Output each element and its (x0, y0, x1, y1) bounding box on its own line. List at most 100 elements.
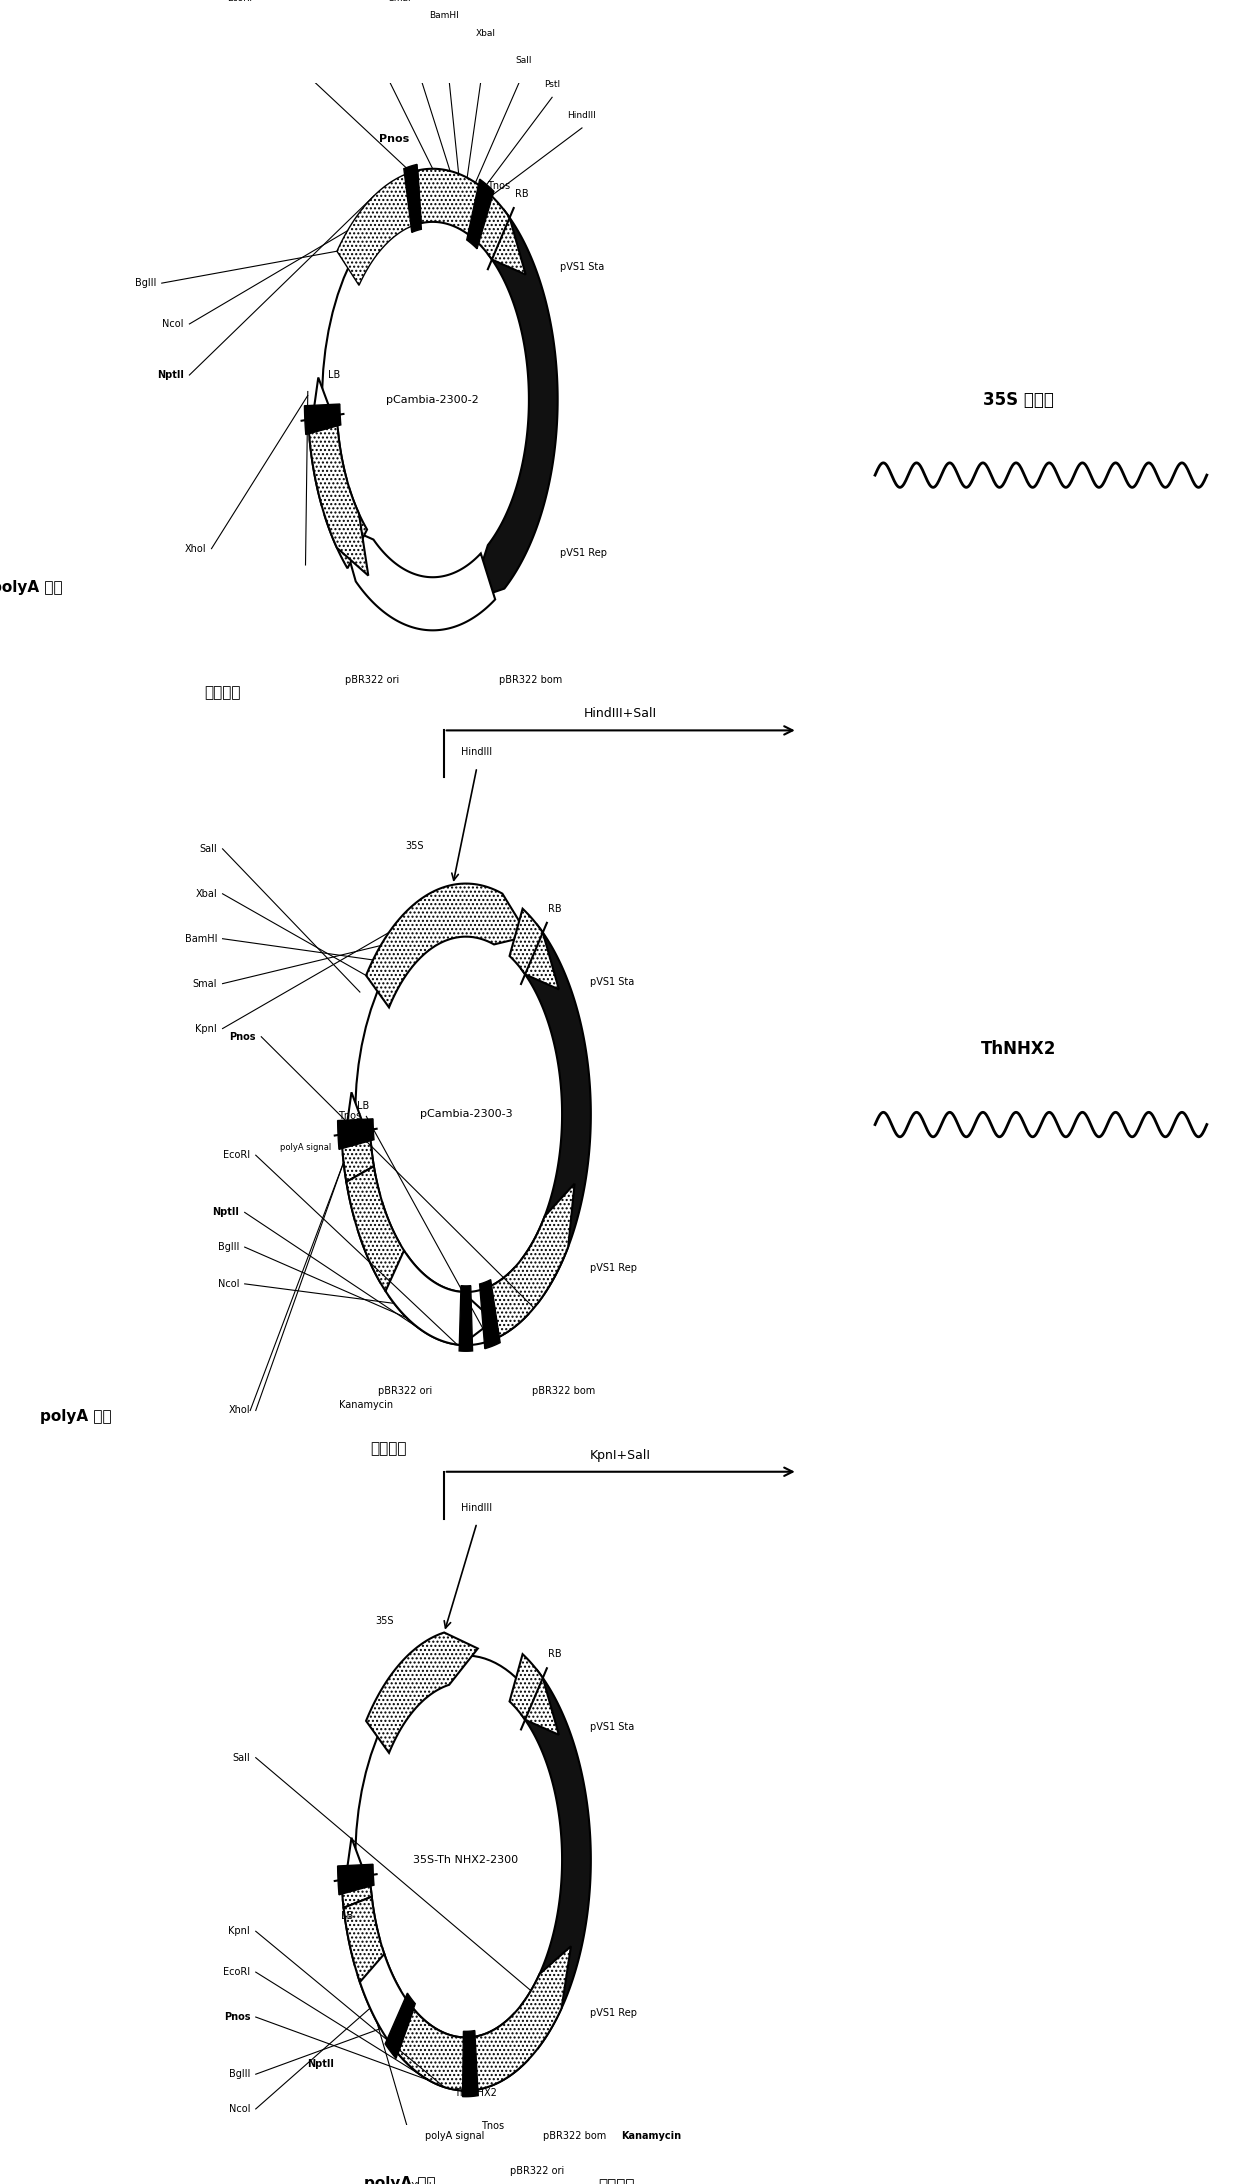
Text: Th NHX2: Th NHX2 (454, 2088, 497, 2097)
Polygon shape (510, 1653, 559, 1734)
Text: Pnos: Pnos (379, 133, 409, 144)
Text: Kanamycin: Kanamycin (340, 1400, 393, 1411)
Text: polyA 信号: polyA 信号 (363, 2175, 435, 2184)
Text: XbaI: XbaI (476, 28, 496, 37)
Polygon shape (357, 1948, 401, 2029)
Text: pVS1 Rep: pVS1 Rep (560, 548, 606, 557)
Text: SalI: SalI (232, 1754, 250, 1762)
Text: NcoI: NcoI (228, 2103, 250, 2114)
Text: 卡那霉素: 卡那霉素 (371, 1441, 407, 1457)
Polygon shape (341, 1120, 373, 1182)
Polygon shape (342, 1837, 381, 1966)
Text: XbaI: XbaI (195, 889, 217, 900)
Polygon shape (337, 175, 439, 286)
Text: EcoRI: EcoRI (223, 1151, 250, 1160)
Text: 35S: 35S (376, 1616, 394, 1627)
Text: BamHI: BamHI (429, 11, 459, 20)
Text: BamHI: BamHI (185, 935, 217, 943)
Text: KpnI: KpnI (195, 1024, 217, 1033)
Text: SmaI: SmaI (388, 0, 410, 4)
Text: Kanamycin: Kanamycin (621, 2132, 681, 2140)
Polygon shape (471, 1946, 570, 2090)
Text: EcoRI: EcoRI (223, 1968, 250, 1977)
Text: polyA 信号: polyA 信号 (41, 1409, 112, 1424)
Polygon shape (340, 524, 495, 631)
Text: XhoI: XhoI (228, 1406, 250, 1415)
Text: pVS1 Sta: pVS1 Sta (590, 976, 634, 987)
Text: LB: LB (327, 369, 340, 380)
Text: Tnos: Tnos (481, 2121, 505, 2132)
Text: ThNHX2: ThNHX2 (981, 1040, 1056, 1057)
Polygon shape (398, 2009, 497, 2090)
Polygon shape (418, 168, 505, 236)
Polygon shape (360, 1955, 423, 2057)
Polygon shape (486, 1184, 574, 1341)
Polygon shape (337, 1118, 374, 1149)
Polygon shape (480, 1280, 500, 1350)
Polygon shape (463, 2031, 479, 2097)
Text: Tnos: Tnos (487, 181, 510, 192)
Text: pBR322 bom: pBR322 bom (543, 2132, 606, 2140)
Polygon shape (503, 1671, 590, 2060)
Text: BglII: BglII (218, 1243, 239, 1251)
Polygon shape (476, 194, 526, 275)
Text: RB: RB (548, 904, 562, 913)
Polygon shape (386, 1251, 494, 1345)
Text: KpnI: KpnI (228, 1926, 250, 1937)
Text: polyA signal: polyA signal (280, 1144, 331, 1153)
Polygon shape (343, 1896, 389, 2018)
Text: Pnos: Pnos (223, 2011, 250, 2022)
Text: XhoI: XhoI (185, 544, 206, 553)
Text: pBR322 bom: pBR322 bom (498, 675, 562, 686)
Text: pBR322 ori: pBR322 ori (345, 675, 399, 686)
Text: NptII: NptII (308, 2060, 335, 2068)
Text: pVS1 Sta: pVS1 Sta (560, 262, 604, 271)
Text: NptII: NptII (157, 369, 184, 380)
Polygon shape (325, 489, 367, 568)
Polygon shape (373, 1985, 528, 2090)
Text: LB: LB (341, 1911, 353, 1922)
Text: pVS1 Rep: pVS1 Rep (590, 1262, 636, 1273)
Text: HindIII: HindIII (461, 1503, 492, 1514)
Polygon shape (503, 926, 590, 1315)
Text: HindIII: HindIII (461, 747, 492, 758)
Text: BglII: BglII (135, 277, 156, 288)
Text: pBR322 ori: pBR322 ori (378, 1387, 433, 1396)
Text: EcoRI: EcoRI (227, 0, 252, 4)
Polygon shape (310, 378, 347, 505)
Polygon shape (470, 210, 558, 601)
Text: 35S-Th NHX2-2300: 35S-Th NHX2-2300 (413, 1854, 518, 1865)
Text: RB: RB (515, 190, 528, 199)
Polygon shape (308, 406, 368, 577)
Polygon shape (342, 1092, 381, 1219)
Polygon shape (341, 1865, 372, 1909)
Polygon shape (404, 164, 422, 232)
Text: pBR322 bom: pBR322 bom (532, 1387, 595, 1396)
Text: SalI: SalI (200, 843, 217, 854)
Text: Pnos: Pnos (229, 1031, 255, 1042)
Polygon shape (346, 1166, 419, 1308)
Text: 卡那霉素: 卡那霉素 (205, 686, 241, 701)
Text: KpnI+SalI: KpnI+SalI (590, 1448, 651, 1461)
Text: 卡那霉素: 卡那霉素 (599, 2177, 635, 2184)
Text: SalI: SalI (515, 55, 532, 66)
Polygon shape (357, 1203, 401, 1284)
Text: NptII: NptII (212, 1208, 239, 1216)
Text: pCambia-2300-2: pCambia-2300-2 (387, 395, 479, 404)
Text: RB: RB (548, 1649, 562, 1660)
Polygon shape (305, 404, 341, 435)
Text: BglII: BglII (229, 2068, 250, 2079)
Text: NcoI: NcoI (218, 1280, 239, 1289)
Text: pBR322 ori: pBR322 ori (510, 2167, 564, 2175)
Polygon shape (510, 909, 559, 989)
Text: polyA 信号: polyA 信号 (0, 581, 62, 594)
Text: LB: LB (357, 1101, 370, 1112)
Text: NcoI: NcoI (162, 319, 184, 330)
Text: pCambia-2300-3: pCambia-2300-3 (419, 1109, 512, 1120)
Text: SmaI: SmaI (192, 978, 217, 989)
Polygon shape (366, 1631, 477, 1754)
Text: polyA signal: polyA signal (425, 2132, 485, 2140)
Text: PstI: PstI (544, 81, 560, 90)
Polygon shape (373, 1238, 528, 1345)
Text: pVS1 Sta: pVS1 Sta (590, 1721, 634, 1732)
